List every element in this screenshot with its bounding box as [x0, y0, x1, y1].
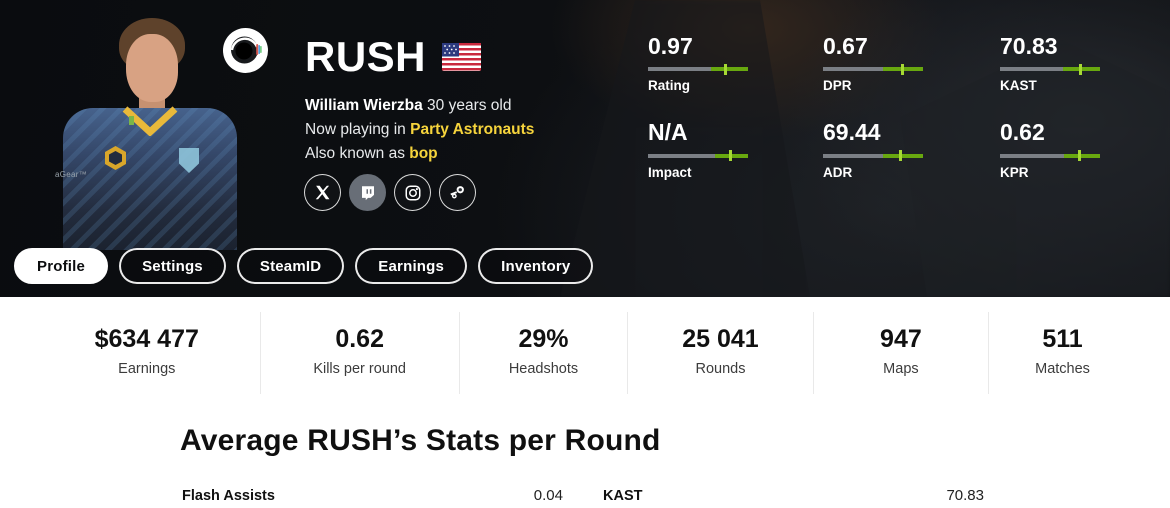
stat-bar [823, 150, 923, 162]
team-link[interactable]: Party Astronauts [410, 121, 535, 138]
hero-stats-grid: 0.97 Rating 0.67 DPR 70.83 KAST N/A Impa… [648, 33, 1170, 180]
us-flag-icon [442, 43, 482, 71]
player-name: RUSH [305, 33, 427, 80]
wolves-badge [105, 146, 126, 170]
hero-stat-impact: N/A Impact [648, 119, 823, 180]
stat-value: 69.44 [823, 119, 881, 146]
stat-bar [648, 150, 748, 162]
stat-label: ADR [823, 164, 853, 180]
round-stat-label: Flash Assists [182, 488, 275, 504]
jersey-sleeve-text: aGear™ [55, 170, 88, 179]
summary-value: 947 [880, 325, 922, 353]
bio-line-aka: Also known as bop [305, 145, 438, 162]
hero-stat-kast: 70.83 KAST [1000, 33, 1170, 94]
summary-value: 25 041 [682, 325, 759, 353]
summary-kills-per-round: 0.62 Kills per round [259, 312, 459, 394]
stat-value: N/A [648, 119, 688, 146]
tab-steamid[interactable]: SteamID [236, 248, 345, 284]
steam-link[interactable] [439, 174, 476, 211]
stat-bar [1000, 63, 1100, 75]
summary-value: 0.62 [335, 325, 384, 353]
stat-bar-tick [1079, 63, 1082, 75]
stat-value: 0.62 [1000, 119, 1045, 146]
hero-stat-rating: 0.97 Rating [648, 33, 823, 94]
summary-maps: 947 Maps [812, 312, 988, 394]
stat-bar-tick [729, 150, 732, 162]
summary-earnings: $634 477 Earnings [34, 312, 260, 394]
stat-bar-tick [1078, 150, 1081, 162]
evil-geniuses-logo [179, 148, 199, 173]
twitch-icon [361, 185, 374, 200]
summary-headshots: 29% Headshots [458, 312, 627, 394]
profile-tabs: Profile Settings SteamID Earnings Invent… [14, 248, 594, 284]
summary-value: $634 477 [94, 325, 199, 353]
hero-stat-adr: 69.44 ADR [823, 119, 1000, 180]
summary-label: Kills per round [313, 361, 406, 377]
instagram-icon [405, 185, 420, 200]
summary-stats-strip: $634 477 Earnings 0.62 Kills per round 2… [0, 297, 1170, 394]
stat-value: 70.83 [1000, 33, 1058, 59]
summary-rounds: 25 041 Rounds [627, 312, 813, 394]
round-stat-row-flash-assists: Flash Assists 0.04 [180, 478, 569, 508]
stat-bar [648, 63, 748, 75]
summary-label: Rounds [695, 361, 746, 377]
player-photo-face [126, 34, 178, 102]
stat-label: Rating [648, 78, 690, 94]
instagram-link[interactable] [394, 174, 431, 211]
tab-inventory[interactable]: Inventory [478, 248, 594, 284]
sponsor-logo [129, 116, 134, 125]
bio-line-age: William Wierzba 30 years old [305, 97, 512, 114]
stat-label: KAST [1000, 78, 1037, 94]
summary-matches: 511 Matches [988, 312, 1136, 394]
summary-value: 29% [518, 325, 569, 353]
round-stat-label: KAST [603, 488, 643, 504]
hero-stat-kpr: 0.62 KPR [1000, 119, 1170, 180]
astronaut-helmet-icon [223, 28, 268, 73]
stat-bar-tick [901, 63, 904, 75]
stat-label: KPR [1000, 164, 1029, 180]
summary-value: 511 [1042, 325, 1083, 353]
player-photo: aGear™ [55, 10, 245, 250]
twitch-link[interactable] [349, 174, 386, 211]
summary-label: Earnings [118, 361, 176, 377]
tab-settings[interactable]: Settings [119, 248, 226, 284]
stat-value: 0.97 [648, 33, 693, 59]
round-stat-row-kast: KAST 70.83 [601, 478, 990, 508]
bio-line-team: Now playing in Party Astronauts [305, 121, 535, 138]
player-full-name: William Wierzba [305, 97, 423, 114]
stat-bar-tick [899, 150, 902, 162]
aka-name: bop [409, 145, 438, 162]
steam-icon [450, 186, 464, 199]
player-hero-banner: aGear™ RUSH [0, 0, 1170, 297]
stat-bar [823, 63, 923, 75]
round-stat-value: 0.04 [533, 487, 563, 504]
round-stat-value: 70.83 [946, 487, 984, 504]
player-bio: William Wierzba 30 years old Now playing… [305, 94, 534, 166]
hero-stat-dpr: 0.67 DPR [823, 33, 1000, 94]
stat-value: 0.67 [823, 33, 868, 59]
x-twitter-icon [315, 185, 330, 200]
tab-profile[interactable]: Profile [14, 248, 109, 284]
summary-label: Headshots [508, 361, 579, 377]
stat-label: DPR [823, 78, 852, 94]
stat-bar [1000, 150, 1100, 162]
round-stats-grid: Flash Assists 0.04 KAST 70.83 [180, 478, 990, 508]
stat-label: Impact [648, 164, 692, 180]
summary-label: Matches [1035, 361, 1090, 377]
team-logo-party-astronauts[interactable] [222, 27, 269, 74]
social-links [304, 174, 476, 211]
section-title: Average RUSH’s Stats per Round [180, 424, 661, 457]
tab-earnings[interactable]: Earnings [355, 248, 468, 284]
stat-bar-tick [724, 63, 727, 75]
x-twitter-link[interactable] [304, 174, 341, 211]
summary-label: Maps [883, 361, 919, 377]
